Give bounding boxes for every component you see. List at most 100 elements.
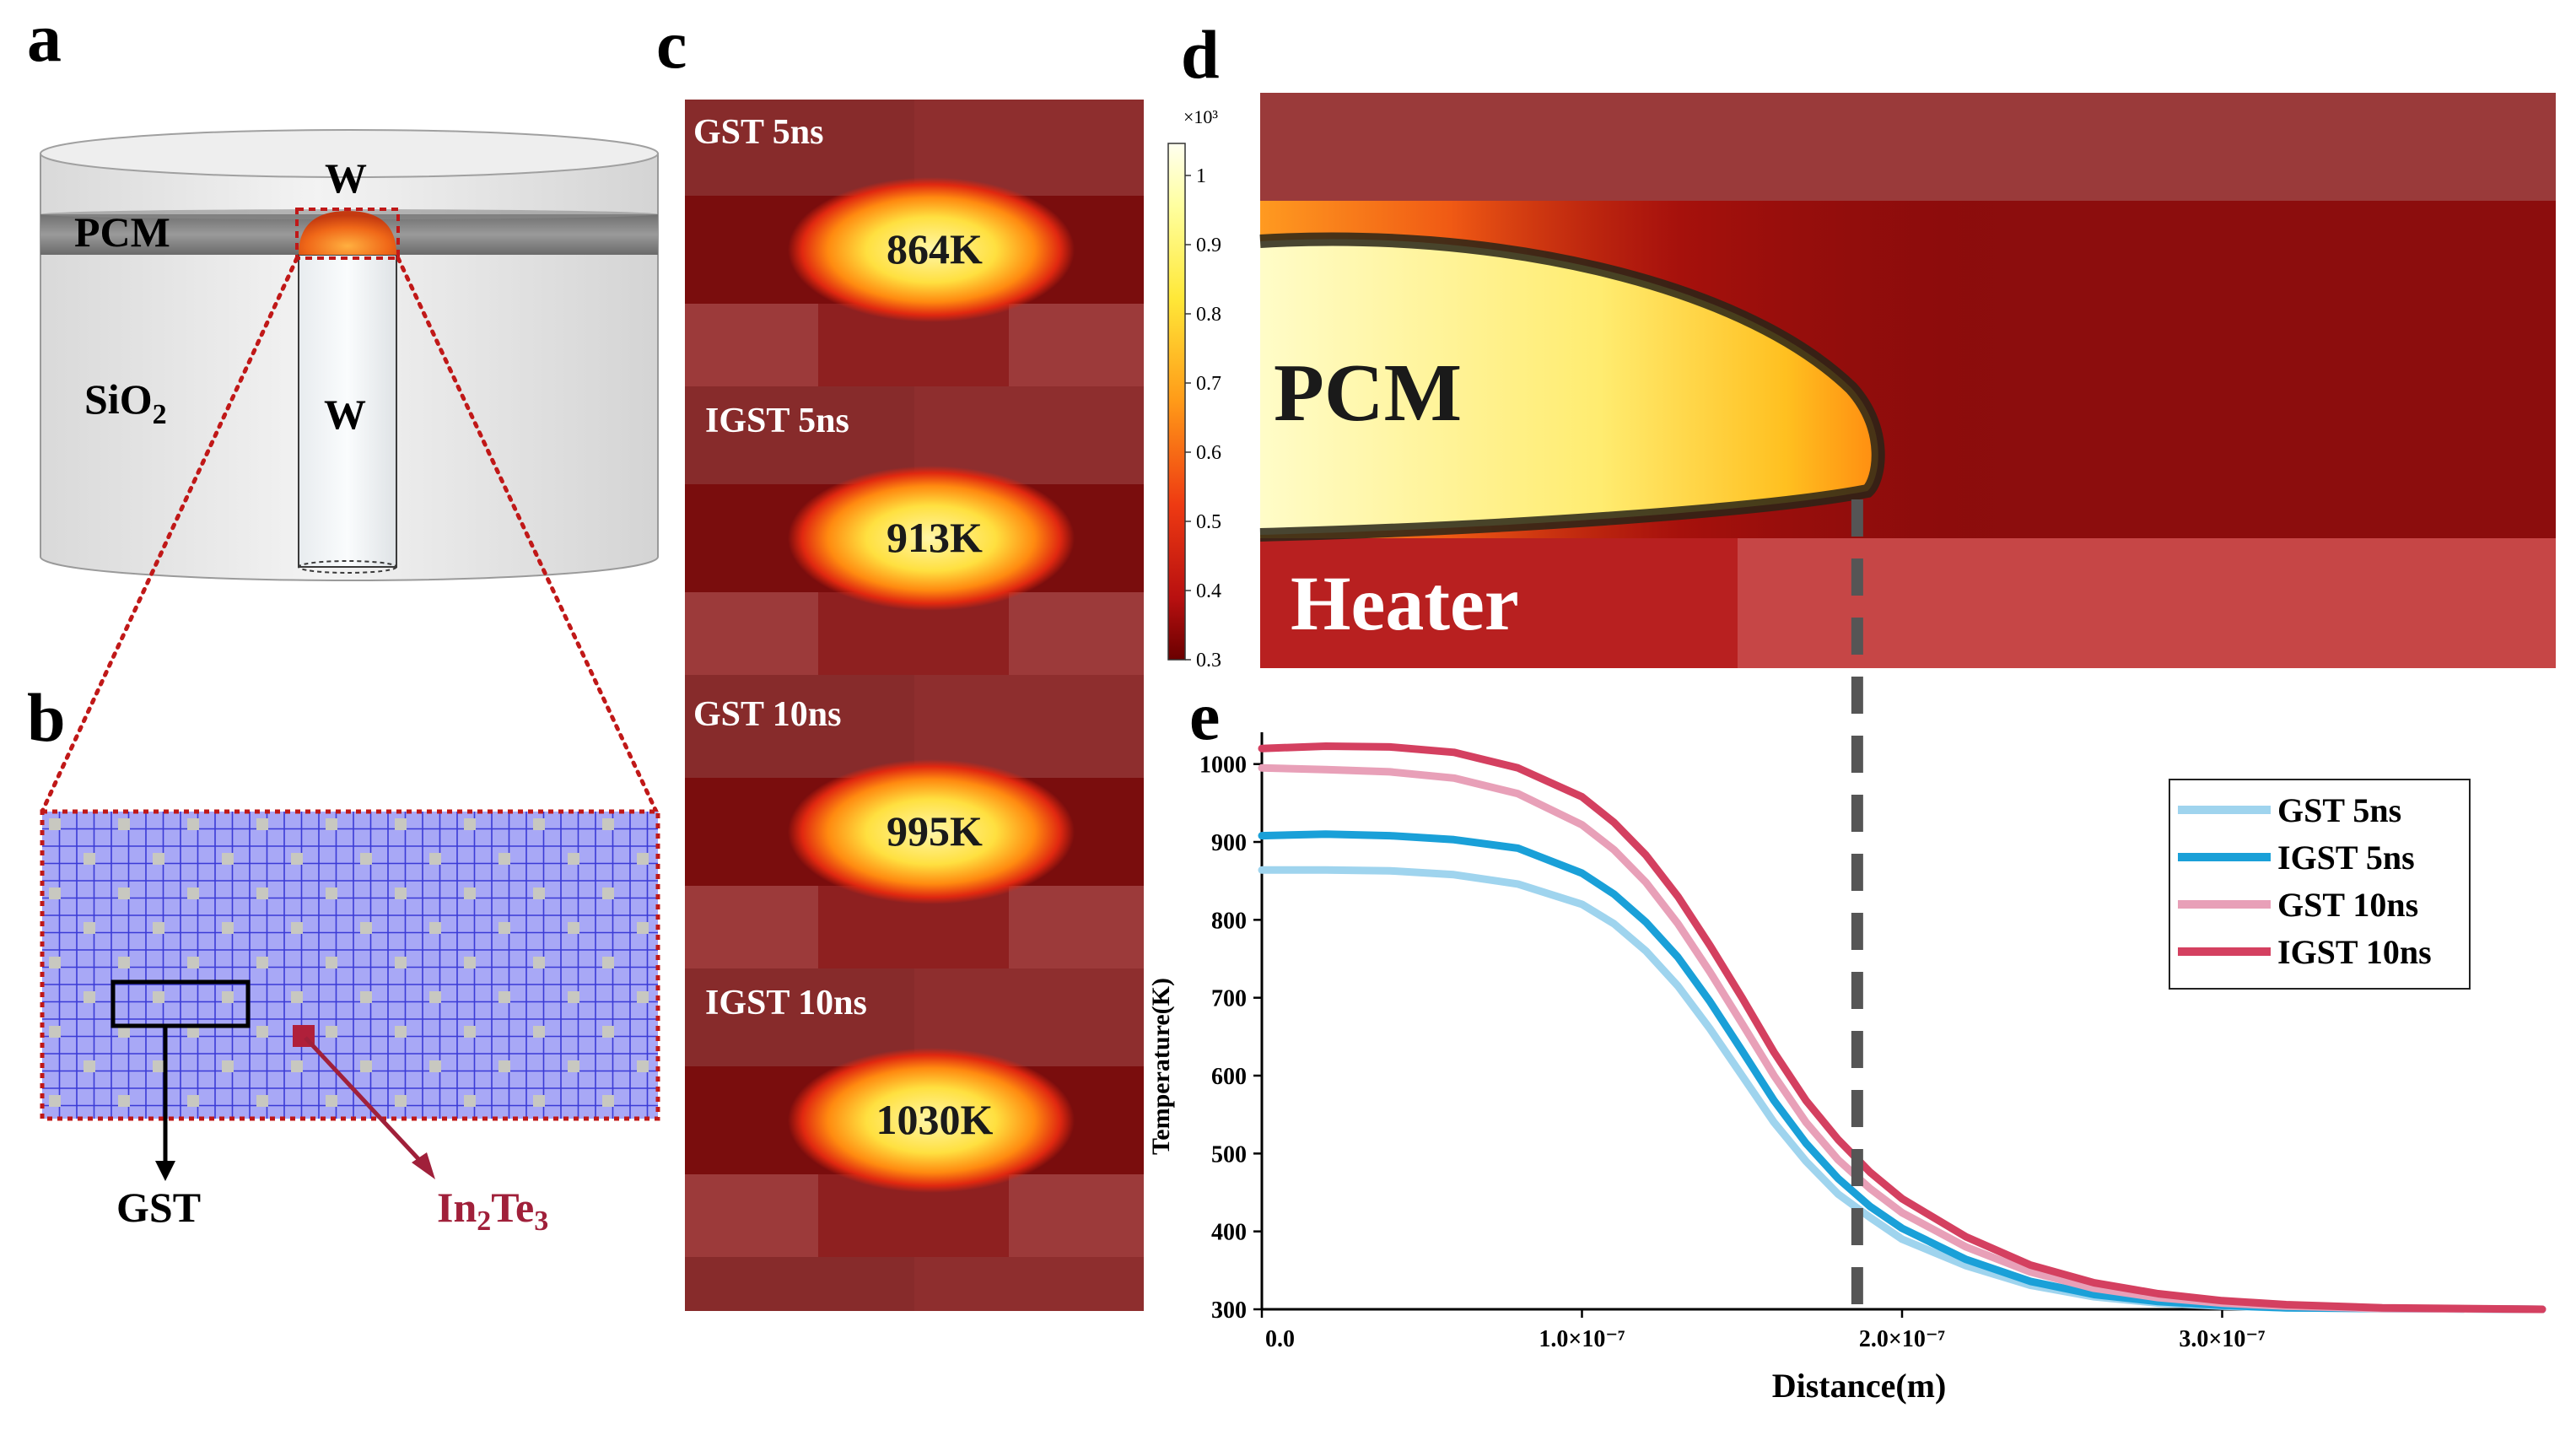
gst-cell [291, 1060, 303, 1072]
gst-cell [602, 818, 614, 830]
gst-cell [326, 887, 337, 899]
label-gst: GST [116, 1184, 201, 1231]
label-te-sub: 3 [534, 1206, 548, 1237]
label-in: In [437, 1184, 477, 1231]
in2te3-arrow [304, 1036, 423, 1164]
gst-cell [360, 922, 372, 934]
y-tick-label: 800 [1211, 908, 1247, 934]
gst-cell [187, 1026, 199, 1038]
label-pcm-d: PCM [1274, 348, 1462, 439]
gst-cell [602, 957, 614, 968]
y-tick-label: 500 [1211, 1141, 1247, 1168]
gst-cell [118, 818, 130, 830]
gst-cell [256, 818, 268, 830]
x-tick-label: 3.0×10⁻⁷ [2179, 1326, 2265, 1352]
gst-cell [602, 887, 614, 899]
map-label: IGST 10ns [705, 984, 867, 1022]
gst-cell [602, 1026, 614, 1038]
gst-cell [395, 1026, 407, 1038]
gst-cell [464, 1026, 476, 1038]
panel-d-map: PCM Heater [1259, 93, 2556, 668]
gst-cell [533, 1095, 545, 1107]
panel-label-d: d [1181, 16, 1220, 93]
gst-cell [533, 887, 545, 899]
gst-cell [637, 853, 649, 865]
panel-label-e: e [1189, 677, 1220, 754]
panel-d-colorbar: ×10³ 1 0.9 0.8 0.7 0.6 0.5 0.4 0.3 [1167, 106, 1221, 672]
gst-cell [118, 1026, 130, 1038]
gst-cell [187, 1095, 199, 1107]
gst-cell [153, 853, 164, 865]
gst-cell [568, 922, 579, 934]
gst-cell [49, 1095, 61, 1107]
gst-cell [498, 1060, 510, 1072]
gst-cell [118, 887, 130, 899]
gst-cell [153, 922, 164, 934]
lattice-gst-cells [49, 818, 649, 1107]
gst-cell [498, 922, 510, 934]
gst-cell [637, 1060, 649, 1072]
thermal-map: IGST 10ns 1030K [685, 984, 1144, 1257]
gst-cell [256, 1095, 268, 1107]
gst-cell [533, 1026, 545, 1038]
gst-cell [498, 991, 510, 1003]
colorbar-tick-label: 0.7 [1196, 373, 1221, 395]
hot-spot [788, 1048, 1075, 1193]
panel-a-device: W PCM SiO2 W [40, 129, 659, 581]
y-tick-label: 600 [1211, 1064, 1247, 1090]
gst-cell [360, 853, 372, 865]
series-line [1258, 742, 2546, 1314]
hot-spot [788, 759, 1075, 904]
map-label: IGST 5ns [705, 402, 849, 440]
gst-cell [84, 991, 95, 1003]
gst-cell [84, 922, 95, 934]
melt-boundary [1259, 232, 1885, 542]
gst-cell [498, 853, 510, 865]
map-label: GST 10ns [693, 695, 842, 734]
y-tick-label: 1000 [1199, 753, 1247, 779]
panel-b-lattice: GST In2Te3 [40, 809, 660, 1237]
gst-cell [118, 1095, 130, 1107]
gst-cell [429, 991, 441, 1003]
colorbar-tick-label: 0.8 [1196, 304, 1221, 326]
gst-cell [222, 1060, 234, 1072]
gst-cell [395, 887, 407, 899]
x-tick-label: 1.0×10⁻⁷ [1539, 1326, 1625, 1352]
chart-lines [1258, 742, 2546, 1314]
gst-highlight-box [110, 979, 251, 1028]
gst-cell [291, 853, 303, 865]
gst-cell [49, 887, 61, 899]
gst-cell [153, 1060, 164, 1072]
label-pcm: PCM [74, 208, 170, 256]
colorbar-tick-label: 0.3 [1196, 650, 1221, 672]
gst-cell [326, 818, 337, 830]
colorbar-tick-label: 1 [1196, 165, 1206, 187]
gst-cell [153, 991, 164, 1003]
label-w-pillar: W [324, 391, 366, 438]
gst-cell [84, 853, 95, 865]
chart-axes: 300 400 500 600 700 800 900 1000 0.0 1.0×10⁻⁷ 2.0×… [1199, 732, 2542, 1352]
gst-cell [118, 957, 130, 968]
zoom-line-left [40, 256, 299, 814]
gst-cell [49, 818, 61, 830]
hot-spot [788, 177, 1075, 322]
gst-cell [637, 991, 649, 1003]
x-tick-label: 0.0 [1265, 1326, 1295, 1352]
gst-cell [395, 818, 407, 830]
y-tick-label: 900 [1211, 830, 1247, 856]
gst-cell [464, 887, 476, 899]
gst-cell [256, 957, 268, 968]
gst-cell [464, 818, 476, 830]
gst-cell [637, 922, 649, 934]
gst-cell [187, 818, 199, 830]
legend-label: GST 5ns [2277, 791, 2401, 829]
gst-cell [291, 991, 303, 1003]
chart-legend: GST 5ns IGST 5ns GST 10ns IGST 10ns [2169, 779, 2471, 990]
label-sio2: SiO2 [84, 375, 167, 430]
y-tick-label: 400 [1211, 1220, 1247, 1246]
gst-cell [395, 1095, 407, 1107]
gst-cell [222, 853, 234, 865]
gst-cell [464, 957, 476, 968]
colorbar-tick-label: 0.9 [1196, 235, 1221, 256]
gst-cell [429, 1060, 441, 1072]
